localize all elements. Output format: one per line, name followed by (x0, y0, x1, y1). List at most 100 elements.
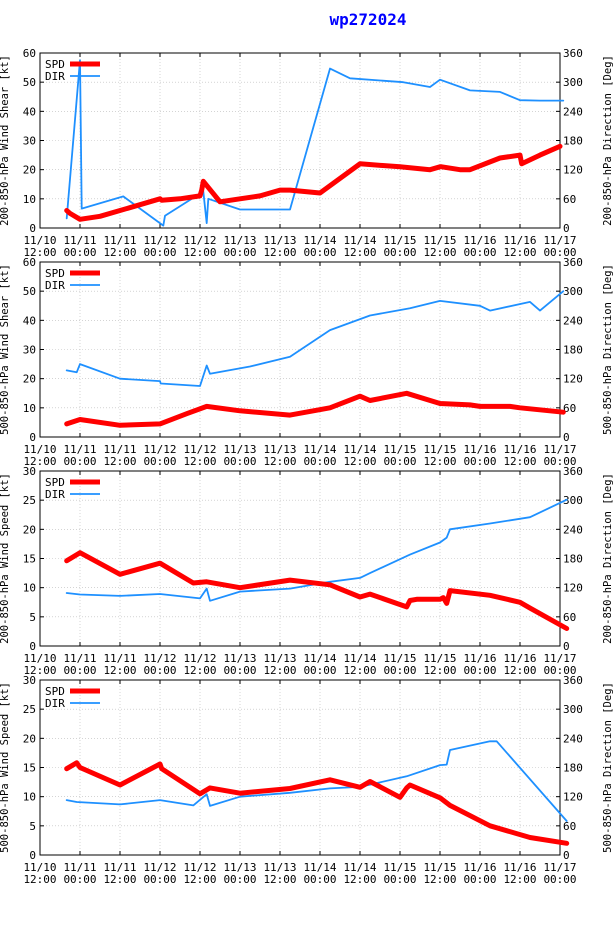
y-tick-label: 60 (23, 256, 36, 269)
y-tick-label: 15 (23, 762, 36, 775)
x-tick-label-date: 11/16 (503, 652, 536, 665)
y-tick-label: 25 (23, 703, 36, 716)
legend-label-dir: DIR (45, 70, 65, 83)
y-tick-label: 40 (23, 314, 36, 327)
x-tick-label-time: 00:00 (303, 455, 336, 468)
x-tick-label-date: 11/10 (23, 652, 56, 665)
x-tick-label-date: 11/11 (103, 443, 136, 456)
x-tick-label-time: 12:00 (103, 873, 136, 886)
x-tick-label-date: 11/12 (143, 861, 176, 874)
x-tick-label-date: 11/11 (63, 652, 96, 665)
y2-tick-label: 120 (563, 164, 583, 177)
x-tick-label-date: 11/12 (183, 861, 216, 874)
x-tick-label-date: 11/13 (263, 234, 296, 247)
y2-tick-label: 60 (563, 402, 576, 415)
x-tick-label-date: 11/16 (503, 861, 536, 874)
x-tick-label-time: 12:00 (263, 246, 296, 259)
y-tick-label: 5 (29, 820, 36, 833)
x-tick-label-time: 12:00 (183, 455, 216, 468)
y-tick-label: 0 (29, 849, 36, 862)
series-line-spd (64, 143, 563, 222)
y2-tick-label: 0 (563, 849, 570, 862)
x-tick-label-date: 11/11 (103, 652, 136, 665)
x-tick-label-date: 11/11 (63, 443, 96, 456)
x-tick-label-time: 12:00 (183, 873, 216, 886)
x-tick-label-time: 12:00 (343, 455, 376, 468)
legend-label-spd: SPD (45, 267, 65, 280)
x-tick-label-date: 11/16 (463, 652, 496, 665)
x-tick-label-time: 12:00 (423, 664, 456, 677)
y-tick-label: 0 (29, 222, 36, 235)
x-tick-label-date: 11/17 (543, 861, 576, 874)
y-axis-label: 200-850-hPa Wind Speed [kt] (0, 473, 11, 644)
x-tick-label-date: 11/14 (303, 652, 336, 665)
y-tick-label: 30 (23, 344, 36, 357)
y-tick-label: 30 (23, 135, 36, 148)
x-tick-label-time: 00:00 (63, 455, 96, 468)
x-tick-label-time: 00:00 (543, 455, 576, 468)
x-tick-label-date: 11/14 (343, 443, 376, 456)
y-tick-label: 25 (23, 494, 36, 507)
y2-tick-label: 60 (563, 820, 576, 833)
x-tick-label-time: 12:00 (423, 873, 456, 886)
y-axis-label: 200-850-hPa Wind Shear [kt] (0, 55, 11, 226)
x-tick-label-time: 12:00 (23, 246, 56, 259)
y2-tick-label: 240 (563, 314, 583, 327)
y-tick-label: 20 (23, 732, 36, 745)
x-tick-label-date: 11/13 (223, 652, 256, 665)
x-tick-label-date: 11/13 (223, 234, 256, 247)
y-tick-label: 10 (23, 791, 36, 804)
x-tick-label-date: 11/16 (503, 234, 536, 247)
series-line-spd (64, 390, 566, 428)
legend-label-dir: DIR (45, 697, 65, 710)
y2-axis-label: 200-850-hPa Direction [Deg] (602, 55, 614, 226)
y2-axis-label: 200-850-hPa Direction [Deg] (602, 473, 614, 644)
x-tick-label-time: 12:00 (103, 246, 136, 259)
chart-panel-3: 05101520253006012018024030036011/1012:00… (0, 465, 614, 677)
x-tick-label-date: 11/12 (143, 652, 176, 665)
x-tick-label-time: 00:00 (463, 246, 496, 259)
x-tick-label-date: 11/15 (423, 652, 456, 665)
x-tick-label-time: 00:00 (63, 246, 96, 259)
x-tick-label-date: 11/10 (23, 234, 56, 247)
y2-tick-label: 360 (563, 465, 583, 478)
x-tick-label-time: 00:00 (223, 455, 256, 468)
x-tick-label-date: 11/16 (463, 234, 496, 247)
y2-tick-label: 180 (563, 135, 583, 148)
y2-tick-label: 180 (563, 344, 583, 357)
series-line-dir (65, 59, 565, 227)
y2-tick-label: 360 (563, 47, 583, 60)
x-tick-label-time: 00:00 (463, 455, 496, 468)
x-tick-label-date: 11/14 (303, 861, 336, 874)
y-tick-label: 10 (23, 582, 36, 595)
x-tick-label-date: 11/10 (23, 861, 56, 874)
x-tick-label-date: 11/16 (503, 443, 536, 456)
x-tick-label-date: 11/15 (383, 234, 416, 247)
x-tick-label-time: 00:00 (143, 664, 176, 677)
x-tick-label-time: 12:00 (503, 873, 536, 886)
y2-tick-label: 60 (563, 611, 576, 624)
y2-tick-label: 300 (563, 285, 583, 298)
x-tick-label-time: 00:00 (543, 664, 576, 677)
y-tick-label: 0 (29, 640, 36, 653)
x-tick-label-time: 00:00 (143, 873, 176, 886)
x-tick-label-date: 11/13 (263, 443, 296, 456)
x-tick-label-time: 00:00 (543, 246, 576, 259)
x-tick-label-date: 11/17 (543, 234, 576, 247)
x-tick-label-time: 00:00 (463, 873, 496, 886)
y2-tick-label: 180 (563, 762, 583, 775)
x-tick-label-date: 11/17 (543, 652, 576, 665)
x-tick-label-date: 11/11 (63, 234, 96, 247)
y-tick-label: 20 (23, 164, 36, 177)
y2-tick-label: 120 (563, 582, 583, 595)
y2-tick-label: 240 (563, 523, 583, 536)
x-tick-label-time: 00:00 (223, 664, 256, 677)
y-tick-label: 30 (23, 465, 36, 478)
y2-tick-label: 360 (563, 674, 583, 687)
y2-tick-label: 300 (563, 703, 583, 716)
y2-tick-label: 300 (563, 494, 583, 507)
series-line-spd (64, 550, 570, 631)
y2-tick-label: 300 (563, 76, 583, 89)
x-tick-label-date: 11/15 (383, 652, 416, 665)
